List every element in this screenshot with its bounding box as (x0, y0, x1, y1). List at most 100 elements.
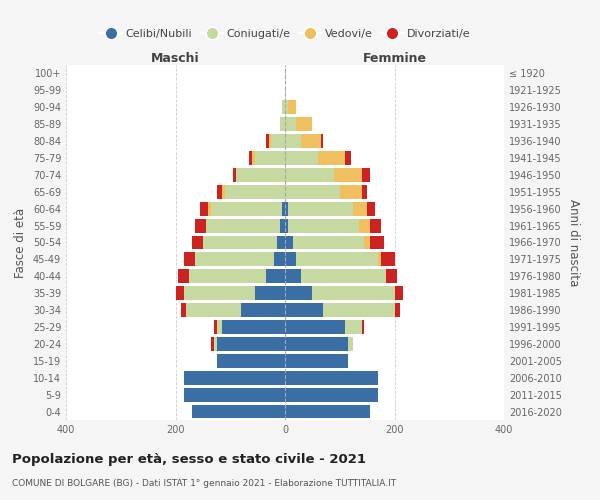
Bar (362, 320, 364, 334)
Bar (285, 303, 323, 317)
Bar (301, 134, 320, 148)
Bar (378, 252, 381, 266)
Bar (395, 303, 400, 317)
Text: COMUNE DI BOLGARE (BG) - Dati ISTAT 1° gennaio 2021 - Elaborazione TUTTITALIA.IT: COMUNE DI BOLGARE (BG) - Dati ISTAT 1° g… (12, 479, 396, 488)
Y-axis label: Fasce di età: Fasce di età (14, 208, 27, 278)
Bar (280, 218, 285, 232)
Bar (217, 185, 222, 198)
Bar (296, 117, 313, 131)
Bar (266, 270, 285, 283)
Bar (285, 270, 301, 283)
Bar (285, 320, 345, 334)
Bar (348, 337, 353, 351)
Bar (266, 134, 269, 148)
Bar (250, 151, 252, 165)
Bar (236, 168, 285, 182)
Bar (206, 218, 280, 232)
Bar (269, 134, 271, 148)
Bar (176, 286, 184, 300)
Bar (323, 303, 395, 317)
Bar (296, 252, 378, 266)
Bar (353, 202, 367, 215)
Bar (285, 236, 293, 250)
Bar (222, 185, 225, 198)
Y-axis label: Anni di nascita: Anni di nascita (567, 199, 580, 286)
Bar (211, 202, 282, 215)
Bar (189, 270, 266, 283)
Bar (233, 168, 236, 182)
Bar (184, 388, 285, 402)
Text: Popolazione per età, sesso e stato civile - 2021: Popolazione per età, sesso e stato civil… (12, 452, 366, 466)
Bar (285, 134, 301, 148)
Text: Maschi: Maschi (151, 52, 200, 65)
Bar (285, 371, 378, 384)
Bar (217, 354, 285, 368)
Text: Femmine: Femmine (362, 52, 427, 65)
Bar (362, 168, 370, 182)
Bar (255, 286, 285, 300)
Bar (252, 151, 255, 165)
Bar (285, 388, 378, 402)
Bar (282, 100, 285, 114)
Bar (241, 303, 285, 317)
Bar (370, 236, 383, 250)
Bar (345, 151, 351, 165)
Bar (362, 185, 367, 198)
Bar (211, 337, 214, 351)
Bar (364, 236, 370, 250)
Bar (381, 252, 395, 266)
Bar (318, 151, 345, 165)
Bar (203, 236, 277, 250)
Bar (187, 303, 241, 317)
Bar (345, 320, 362, 334)
Bar (225, 185, 285, 198)
Bar (285, 286, 313, 300)
Bar (367, 202, 376, 215)
Bar (192, 404, 285, 418)
Bar (208, 202, 211, 215)
Bar (285, 404, 370, 418)
Bar (214, 320, 217, 334)
Bar (192, 236, 203, 250)
Bar (340, 185, 362, 198)
Bar (285, 151, 318, 165)
Bar (184, 252, 194, 266)
Bar (285, 185, 340, 198)
Bar (255, 151, 285, 165)
Bar (285, 117, 296, 131)
Bar (285, 168, 334, 182)
Bar (320, 134, 323, 148)
Bar (194, 252, 274, 266)
Bar (184, 286, 255, 300)
Bar (359, 218, 370, 232)
Bar (370, 218, 381, 232)
Bar (285, 252, 296, 266)
Bar (301, 270, 386, 283)
Bar (217, 337, 285, 351)
Bar (214, 337, 217, 351)
Bar (293, 236, 364, 250)
Bar (277, 236, 285, 250)
Bar (285, 218, 288, 232)
Bar (285, 100, 288, 114)
Bar (285, 337, 348, 351)
Bar (285, 202, 288, 215)
Bar (280, 117, 285, 131)
Bar (386, 270, 397, 283)
Bar (184, 371, 285, 384)
Bar (288, 202, 353, 215)
Bar (288, 218, 359, 232)
Bar (334, 168, 362, 182)
Bar (271, 134, 285, 148)
Bar (194, 218, 206, 232)
Bar (217, 320, 222, 334)
Bar (285, 354, 348, 368)
Bar (274, 252, 285, 266)
Bar (181, 303, 187, 317)
Legend: Celibi/Nubili, Coniugati/e, Vedovi/e, Divorziati/e: Celibi/Nubili, Coniugati/e, Vedovi/e, Di… (95, 24, 475, 44)
Bar (395, 286, 403, 300)
Bar (178, 270, 189, 283)
Bar (222, 320, 285, 334)
Bar (313, 286, 395, 300)
Bar (288, 100, 296, 114)
